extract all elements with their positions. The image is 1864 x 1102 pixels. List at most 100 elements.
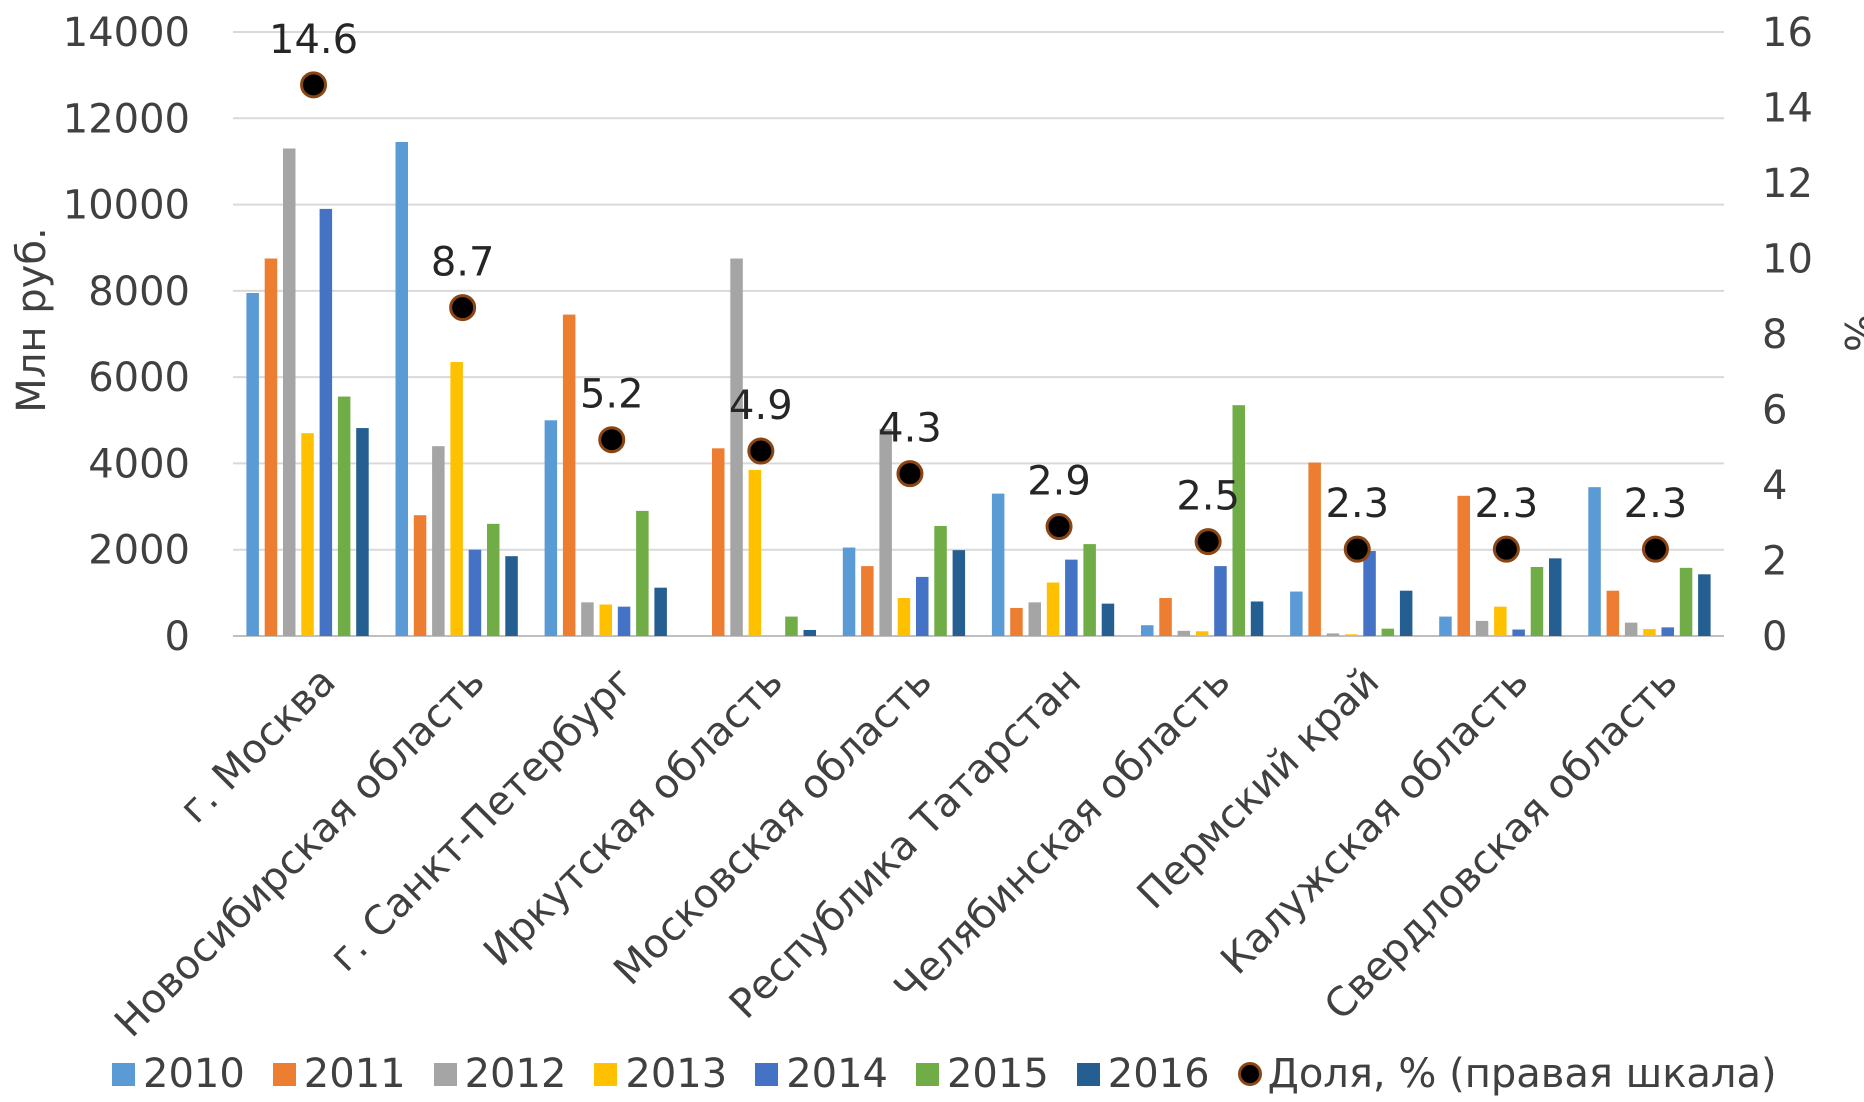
bar-2015 [1232, 405, 1245, 636]
bar-2011 [712, 448, 725, 636]
bar-2011 [861, 566, 874, 636]
bars-group [246, 142, 1711, 636]
share-point [598, 426, 626, 454]
bar-2016 [1399, 590, 1413, 636]
bar-2015 [636, 510, 649, 636]
bar-2013 [1643, 629, 1656, 636]
share-point [896, 460, 924, 488]
legend-item-2012: 2012 [433, 1051, 566, 1097]
legend-label: 2015 [946, 1051, 1049, 1097]
bar-2014 [1661, 627, 1674, 636]
bar-2012 [432, 446, 445, 636]
bar-2011 [1159, 598, 1172, 636]
bar-2010 [1588, 487, 1601, 636]
bar-2011 [1457, 495, 1470, 636]
bar-2016 [952, 550, 966, 636]
legend-label: 2014 [786, 1051, 888, 1097]
share-points-group: 14.6 8.7 5.2 4.9 4.3 2.9 2.5 2.3 2.3 2.3 [269, 17, 1688, 563]
category-label: г. Санкт-Петербург [321, 659, 643, 981]
left-tick-label: 0 [165, 614, 190, 660]
bar-2015 [1381, 628, 1395, 636]
bar-2012 [1326, 633, 1340, 636]
share-data-label: 2.3 [1325, 481, 1389, 527]
right-axis-title: % [1835, 314, 1864, 352]
share-data-label: 14.6 [269, 17, 358, 63]
bar-2014 [1363, 551, 1376, 636]
share-data-label: 5.2 [580, 372, 644, 418]
bar-2013 [450, 362, 463, 636]
bar-2011 [413, 515, 427, 636]
bar-2014 [1065, 559, 1078, 636]
left-tick-label: 12000 [63, 96, 190, 142]
share-data-label: 2.3 [1624, 481, 1688, 527]
share-point [1045, 513, 1073, 541]
share-point [747, 437, 775, 465]
bar-2011 [562, 314, 576, 636]
legend-item-2014: 2014 [755, 1051, 888, 1097]
share-data-label: 4.3 [878, 406, 942, 452]
legend-item-2011: 2011 [272, 1051, 406, 1097]
bar-2014 [916, 576, 929, 636]
bar-2010 [544, 420, 558, 636]
left-tick-label: 6000 [88, 355, 190, 401]
bar-2012 [283, 148, 296, 636]
category-label: Калужская область [1212, 659, 1537, 984]
bar-2014 [319, 208, 333, 636]
bar-2016 [356, 428, 369, 636]
legend-swatch [433, 1062, 457, 1086]
share-data-label: 2.3 [1475, 481, 1539, 527]
legend-swatch [272, 1062, 296, 1086]
bar-2016 [1549, 558, 1562, 636]
bar-2012 [581, 602, 594, 636]
bar-2016 [505, 556, 518, 636]
bar-2014 [1214, 566, 1227, 636]
bar-2016 [1250, 601, 1264, 636]
left-tick-label: 4000 [88, 441, 190, 487]
category-label: Иркутская область [475, 659, 792, 976]
right-tick-label: 2 [1762, 539, 1787, 585]
left-axis-title: Млн руб. [9, 227, 55, 412]
bar-2012 [1028, 602, 1041, 636]
bar-2013 [599, 604, 612, 636]
bar-2013 [1345, 634, 1358, 636]
legend-label: 2016 [1107, 1051, 1210, 1097]
right-tick-label: 6 [1762, 388, 1787, 434]
bar-2010 [991, 493, 1005, 636]
share-data-label: 8.7 [431, 240, 495, 286]
bar-2013 [897, 598, 911, 636]
right-tick-label: 12 [1762, 161, 1813, 207]
share-point [1492, 535, 1520, 563]
bar-2013 [748, 469, 762, 636]
bar-2013 [1195, 631, 1209, 636]
share-point [1641, 535, 1669, 563]
left-tick-label: 14000 [63, 10, 190, 56]
left-axis-ticks: 0 2000 4000 6000 8000 10000 12000 14000 [63, 10, 190, 660]
bar-2015 [1083, 544, 1096, 636]
share-point [300, 71, 328, 99]
legend-swatch [915, 1062, 939, 1086]
bar-2015 [934, 525, 947, 636]
share-point [449, 294, 477, 322]
bar-2014 [1512, 629, 1525, 636]
share-data-label: 2.5 [1176, 474, 1240, 520]
bar-2016 [1101, 603, 1115, 636]
legend-swatch [755, 1062, 779, 1086]
legend-label: 2010 [143, 1051, 245, 1097]
bar-2010 [1290, 591, 1303, 636]
right-axis-ticks: 0 2 4 6 8 10 12 14 16 [1762, 10, 1813, 660]
legend-label: 2011 [303, 1051, 406, 1097]
bar-2014 [468, 549, 482, 636]
right-tick-label: 4 [1762, 463, 1787, 509]
bar-2010 [246, 293, 259, 636]
chart-canvas: 0 2000 4000 6000 8000 10000 12000 14000 0 2 4 6 8 10… [9, 10, 1864, 1045]
bar-2012 [1177, 630, 1191, 636]
bar-2010 [842, 547, 856, 636]
bar-2016 [1698, 574, 1711, 636]
legend-swatch [112, 1062, 135, 1086]
bar-2015 [785, 616, 798, 636]
share-point [1343, 535, 1371, 563]
right-tick-label: 0 [1762, 614, 1787, 660]
bar-2012 [879, 428, 892, 636]
legend-item-2010: 2010 [112, 1051, 245, 1097]
bar-2013 [1494, 606, 1507, 636]
